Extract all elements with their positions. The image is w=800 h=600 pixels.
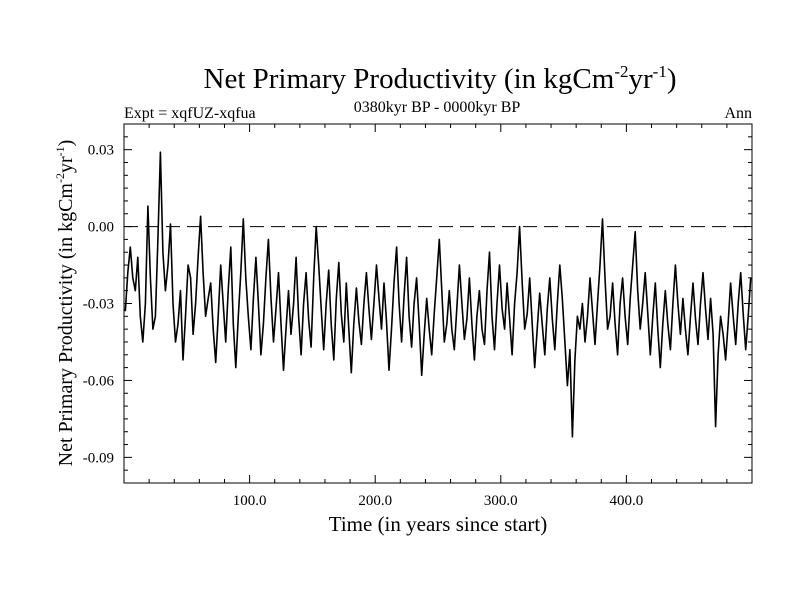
y-tick-label: -0.06 — [83, 373, 115, 389]
y-axis: 0.03 0.00 -0.03 -0.06 -0.09 — [83, 136, 752, 471]
x-tick-label: 400.0 — [610, 493, 644, 509]
y-axis-label-main: Net Primary Productivity (in kgCm — [55, 183, 77, 467]
y-axis-label-sup2: -1 — [53, 146, 67, 156]
y-axis-label-close: ) — [55, 140, 77, 147]
y-tick-label: -0.09 — [83, 450, 114, 466]
chart-title-close: ) — [667, 63, 677, 95]
y-tick-label: -0.03 — [83, 297, 114, 313]
y-axis-label: Net Primary Productivity (in kgCm-2yr-1) — [53, 140, 77, 467]
x-tick-label: 200.0 — [358, 493, 392, 509]
chart-title-mid: yr — [628, 63, 653, 95]
experiment-label: Expt = xqfUZ-xqfua — [124, 105, 256, 122]
x-tick-label: 100.0 — [233, 493, 267, 509]
season-label: Ann — [724, 105, 752, 122]
chart-title-sup1: -2 — [614, 62, 628, 81]
chart-title: Net Primary Productivity (in kgCm-2yr-1) — [204, 62, 677, 95]
x-tick-label: 300.0 — [484, 493, 518, 509]
chart-title-main: Net Primary Productivity (in kgCm — [204, 63, 615, 95]
x-axis-label: Time (in years since start) — [329, 512, 548, 536]
x-axis: 100.0 200.0 300.0 400.0 — [148, 124, 728, 509]
npp-series-line — [124, 151, 752, 438]
y-tick-label: 0.00 — [88, 220, 114, 236]
period-label: 0380kyr BP - 0000kyr BP — [354, 99, 521, 116]
y-tick-label: 0.03 — [88, 143, 114, 159]
y-axis-label-mid: yr — [55, 156, 77, 173]
chart-title-sup2: -1 — [653, 62, 667, 81]
y-axis-label-sup1: -2 — [53, 173, 67, 183]
